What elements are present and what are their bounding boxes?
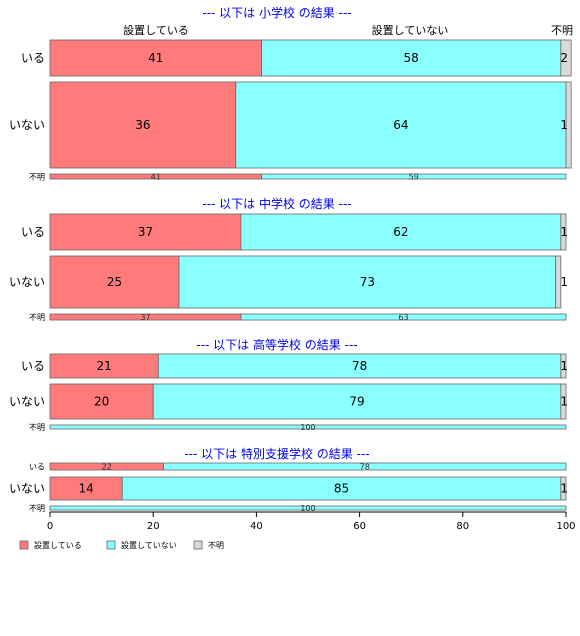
bar-segment [261,39,562,77]
data-label: 2 [560,51,568,65]
x-tick-label: 20 [147,521,160,532]
legend-label: 不明 [208,541,224,550]
legend-label: 設置していない [121,540,177,550]
data-label: 37 [140,313,150,322]
panel-2: --- 以下は 中学校 の結果 --- いる 37 62 1 いない 25 73 1 不明 37 63 [9,196,568,322]
panel-4: --- 以下は 特別支援学校 の結果 --- いる 22 78 いない 14 85 1 不明 10… [9,446,568,513]
row-label: いる [21,225,45,239]
data-label: 1 [560,275,568,289]
data-label: 85 [334,482,349,496]
data-label: 73 [360,275,375,289]
panel-1: --- 以下は 小学校 の結果 --- いる 41 58 2 いない 36 64 1 不明 41 59 [9,5,572,182]
bar-segment [240,313,567,321]
bar-segment [49,424,567,430]
column-header-set: 設置している [123,23,189,37]
row-label: 不明 [29,423,45,432]
bar-segment [261,173,567,180]
data-label: 14 [78,482,93,496]
row-label: いる [29,463,45,472]
data-label: 64 [393,118,408,132]
x-tick-label: 80 [456,521,469,532]
x-tick-label: 40 [250,521,263,532]
data-label: 100 [300,504,315,513]
data-label: 1 [560,482,568,496]
legend-swatch [193,540,203,550]
data-label: 41 [148,51,163,65]
bar-segment [565,81,572,169]
data-label: 79 [349,395,364,409]
legend-swatch [106,540,116,550]
bar-segment [178,255,557,309]
panel-title: --- 以下は 特別支援学校 の結果 --- [184,446,369,461]
x-tick-label: 60 [353,521,366,532]
data-label: 78 [352,359,367,373]
row-label: いない [9,395,45,409]
bar-segment [555,255,562,309]
data-label: 62 [393,225,408,239]
bar-segment [235,81,567,169]
bar-segment [560,383,567,420]
panel-title: --- 以下は 小学校 の結果 --- [202,5,351,20]
bar-segment [49,383,154,420]
data-label: 58 [404,51,419,65]
data-label: 1 [560,225,568,239]
data-label: 37 [138,225,153,239]
legend-swatch [19,540,29,550]
bar-segment [560,476,567,501]
x-tick-label: 100 [556,521,575,532]
row-label: いない [9,275,45,289]
row-label: いない [9,118,45,132]
row-label: いる [21,51,45,65]
data-label: 1 [560,395,568,409]
column-header-not-set: 設置していない [372,23,449,37]
panel-title: --- 以下は 中学校 の結果 --- [202,196,351,211]
data-label: 36 [135,118,150,132]
bar-segment [163,462,567,471]
row-label: 不明 [29,313,45,322]
bar-segment [49,39,262,77]
row-label: いる [21,359,45,373]
data-label: 20 [94,395,109,409]
row-label: いない [9,482,45,496]
column-header-unknown: 不明 [551,24,573,37]
data-label: 21 [97,359,112,373]
row-label: 不明 [29,173,45,182]
data-label: 1 [560,359,568,373]
data-label: 1 [560,118,568,132]
column-headers: 設置している 設置していない 不明 [123,23,573,37]
data-label: 41 [151,173,161,182]
bar-segment [560,213,567,251]
bar-segment [49,213,242,251]
x-tick-label: 0 [47,521,53,532]
data-label: 78 [360,463,370,472]
panel-3: --- 以下は 高等学校 の結果 --- いる 21 78 1 いない 20 79 1 不明 100 [9,337,568,432]
bar-segment [152,383,562,420]
panel-title: --- 以下は 高等学校 の結果 --- [196,337,357,352]
bar-segment [560,39,572,77]
bar-segment [49,353,159,379]
data-label: 100 [300,423,315,432]
bar-segment [49,505,567,511]
legend-label: 設置している [34,540,82,550]
bar-segment [560,353,567,379]
data-label: 59 [409,173,419,182]
x-axis: 0 20 40 60 80 100 [47,511,576,532]
data-label: 25 [107,275,122,289]
chart-panels: --- 以下は 小学校 の結果 --- いる 41 58 2 いない 36 64 1 不明 41 59… [9,5,572,513]
data-label: 63 [398,313,408,322]
legend: 設置している 設置していない 不明 [19,540,224,550]
data-label: 22 [102,463,112,472]
bar-segment [240,213,562,251]
bar-segment [157,353,562,379]
row-label: 不明 [29,504,45,513]
